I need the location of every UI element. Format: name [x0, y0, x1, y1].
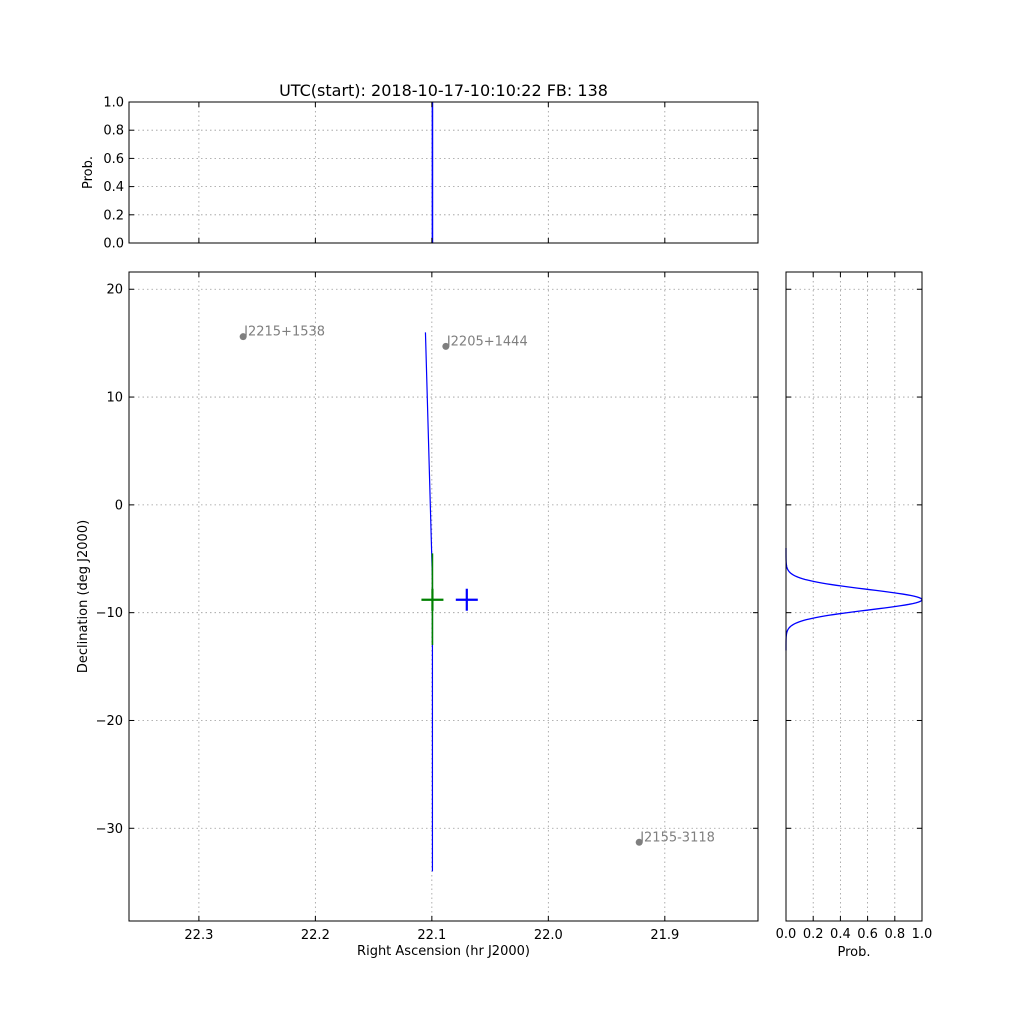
main-y-tick-label: 0 — [115, 498, 123, 513]
right-probability-panel: 0.0 0.2 0.4 0.6 0.8 1.0 Prob. — [776, 271, 933, 960]
right-x-tick-label: 0.4 — [830, 927, 851, 942]
main-plot-frame — [128, 271, 759, 922]
right-x-tick-label: 0.2 — [803, 927, 824, 942]
main-y-tick-label: −20 — [96, 714, 123, 729]
chart-title: UTC(start): 2018-10-17-10:10:22 FB: 138 — [279, 81, 608, 100]
top-y-tick-label: 0.0 — [103, 237, 124, 252]
top-probability-panel: 0.0 0.2 0.4 0.6 0.8 1.0 UTC(start): 2018-10-1… — [81, 81, 759, 252]
top-y-tick-label: 0.4 — [103, 180, 124, 195]
right-x-tick-label: 0.8 — [884, 927, 905, 942]
top-y-tick-label: 0.6 — [103, 152, 124, 167]
main-x-tick-label: 22.3 — [184, 928, 213, 943]
main-y-tick-label: −10 — [96, 606, 123, 621]
main-x-tick-label: 22.0 — [534, 928, 563, 943]
best-fit-plus-marker — [421, 588, 444, 611]
top-y-ticks: 0.0 0.2 0.4 0.6 0.8 1.0 — [103, 96, 758, 252]
pulsar-source-label: J2215+1538 — [243, 325, 325, 340]
right-ticks: 0.0 0.2 0.4 0.6 0.8 1.0 — [776, 272, 933, 942]
beam-center-plus-marker — [455, 588, 478, 611]
right-plot-frame — [785, 271, 923, 922]
main-x-axis-label: Right Ascension (hr J2000) — [357, 944, 530, 959]
main-y-tick-label: −30 — [96, 822, 123, 837]
top-y-tick-label: 0.2 — [103, 208, 124, 223]
right-x-tick-label: 0.0 — [776, 927, 797, 942]
right-x-tick-label: 1.0 — [912, 927, 933, 942]
main-sources: J2215+1538 J2205+1444 J2155-3118 — [239, 325, 715, 846]
pulsar-source-label: J2205+1444 — [446, 334, 528, 349]
pulsar-source-dot — [239, 333, 247, 341]
top-y-axis-label: Prob. — [81, 156, 96, 189]
main-y-tick-label: 20 — [106, 283, 123, 298]
main-y-axis-label: Declination (deg J2000) — [76, 520, 91, 673]
top-y-tick-label: 0.8 — [103, 124, 124, 139]
main-markers — [421, 588, 478, 611]
pulsar-source-dot — [635, 838, 643, 846]
main-x-tick-label: 21.9 — [650, 928, 679, 943]
pulsar-source-dot — [442, 342, 450, 350]
pulsar-source-label: J2155-3118 — [639, 830, 715, 845]
right-x-axis-label: Prob. — [837, 945, 870, 960]
main-ticks: 22.3 22.2 22.1 22.0 21.9 20 10 0 −10 −20 −30 — [96, 272, 758, 943]
main-x-tick-label: 22.2 — [301, 928, 330, 943]
main-y-tick-label: 10 — [106, 391, 123, 406]
top-plot-frame — [128, 101, 759, 244]
top-y-tick-label: 1.0 — [103, 96, 124, 111]
right-x-tick-label: 0.6 — [857, 927, 878, 942]
main-x-tick-label: 22.1 — [417, 928, 446, 943]
